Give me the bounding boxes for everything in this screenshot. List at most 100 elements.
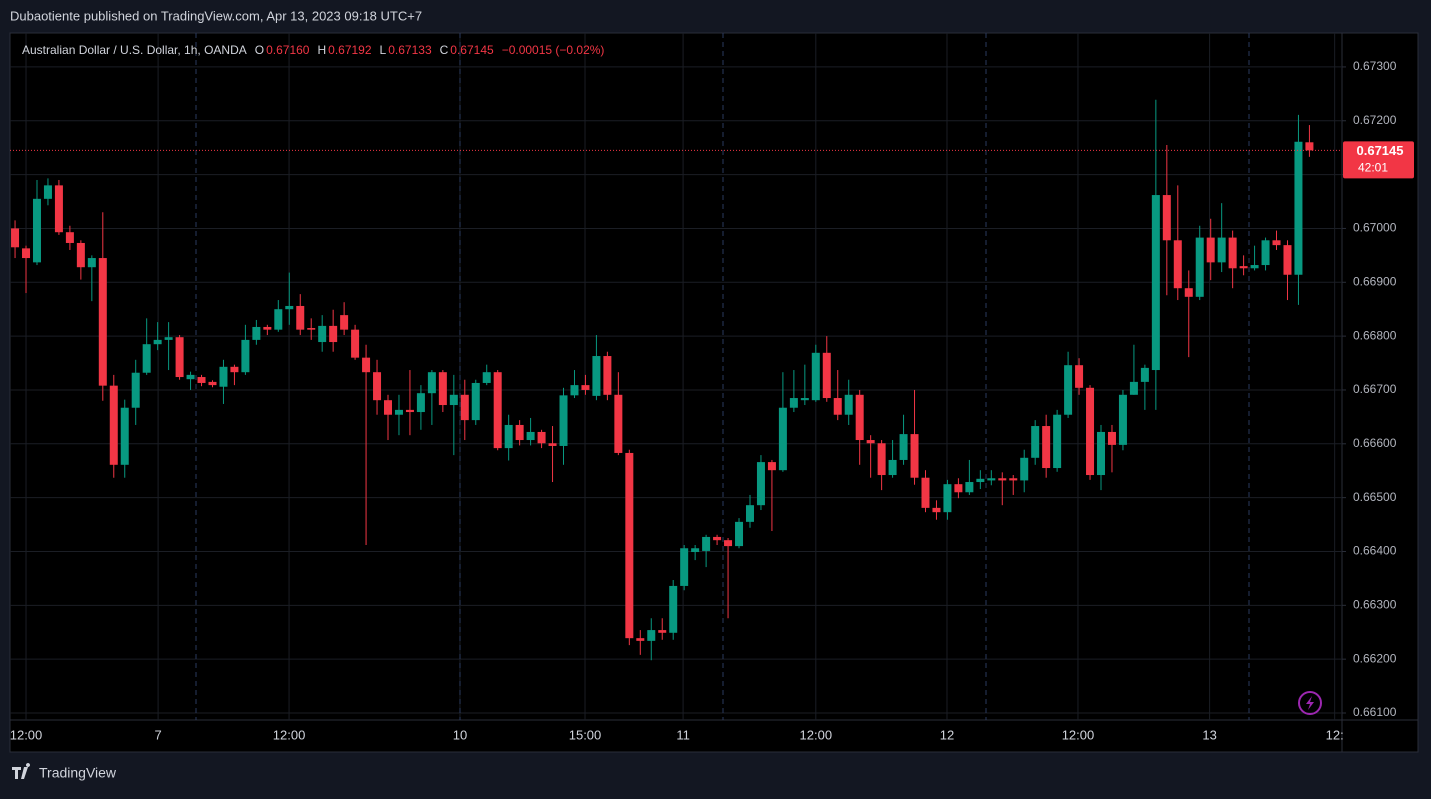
candle-body: [208, 381, 217, 386]
icon-ring: [1298, 691, 1322, 715]
candle-body: [954, 484, 963, 493]
candle-body: [1184, 288, 1193, 297]
candle-body: [877, 443, 886, 476]
candle-body: [548, 443, 557, 446]
candle-body: [855, 394, 864, 441]
x-tick-label: 13: [1202, 727, 1216, 742]
candle-body: [362, 357, 371, 373]
y-tick-label: 0.66100: [1353, 705, 1397, 719]
candle-body: [65, 232, 74, 243]
candle-body: [1086, 387, 1095, 476]
candle-body: [1239, 266, 1248, 269]
candle-body: [943, 484, 952, 513]
candle-body: [1075, 365, 1084, 388]
candle-body: [274, 309, 283, 330]
candle-body: [76, 242, 85, 268]
legend: Australian Dollar / U.S. Dollar, 1h, OAN…: [22, 43, 604, 57]
candle-body: [197, 377, 206, 383]
y-tick-label: 0.66400: [1353, 544, 1397, 558]
ohlc-value: 0.67133: [388, 43, 432, 57]
lightning-icon[interactable]: [1298, 691, 1322, 715]
candle-body: [713, 536, 722, 541]
candle-body: [373, 372, 382, 401]
candle-body: [449, 394, 458, 406]
candle-body: [921, 477, 930, 508]
candle-body: [976, 478, 985, 483]
candle-body: [131, 372, 140, 408]
candle-body: [482, 372, 491, 383]
candle-body: [1173, 240, 1182, 289]
x-tick-label: 12:00: [1062, 727, 1095, 742]
ohlc-value: 0.67145: [450, 43, 494, 57]
candle-body: [329, 325, 338, 343]
candle-body: [504, 424, 513, 449]
candle-body: [735, 521, 744, 547]
brand-logo: [12, 763, 31, 779]
brand: TradingView: [12, 763, 117, 781]
ohlc-key: C: [440, 43, 449, 57]
x-tick-label: 12:00: [273, 727, 306, 742]
axes: 0.673000.672000.671000.670000.669000.668…: [10, 59, 1414, 742]
candle-body: [1129, 381, 1138, 395]
candle-body: [702, 536, 711, 551]
ohlc-value: 0.67160: [266, 43, 310, 57]
candle-body: [537, 431, 546, 444]
candle-body: [1097, 431, 1106, 476]
candle-body: [724, 540, 733, 547]
candle-body: [153, 339, 162, 345]
candle-body: [1195, 237, 1204, 297]
candle-body: [680, 548, 689, 586]
x-tick-label: 7: [154, 727, 161, 742]
y-tick-label: 0.66200: [1353, 651, 1397, 665]
candle-body: [1009, 478, 1018, 481]
candles: [11, 99, 1314, 661]
candle-body: [636, 638, 645, 641]
candle-body: [625, 452, 634, 639]
candle-body: [778, 407, 787, 471]
candle-body: [669, 585, 678, 633]
candle-body: [691, 548, 700, 553]
candle-body: [767, 462, 776, 471]
candle-body: [427, 372, 436, 394]
candle-body: [998, 478, 1007, 481]
candle-body: [318, 325, 327, 343]
x-tick-label: 10: [453, 727, 467, 742]
candle-body: [307, 328, 316, 330]
candle-body: [647, 630, 656, 641]
ohlc-value: 0.67192: [328, 43, 372, 57]
candle-body: [899, 434, 908, 460]
candle-body: [340, 315, 349, 330]
ohlc-key: L: [380, 43, 387, 57]
y-tick-label: 0.67000: [1353, 221, 1397, 235]
x-tick-label: 12:: [1326, 727, 1344, 742]
candle-body: [1305, 142, 1314, 151]
candle-body: [1053, 414, 1062, 469]
candle-body: [1020, 457, 1029, 481]
candle-body: [559, 395, 568, 446]
candle-body: [241, 339, 250, 373]
y-tick-label: 0.66500: [1353, 490, 1397, 504]
y-tick-label: 0.66900: [1353, 274, 1397, 288]
candle-body: [351, 329, 360, 358]
candle-body: [416, 393, 425, 413]
ohlc-key: O: [255, 43, 264, 57]
candle-body: [384, 400, 393, 415]
publish-line: Dubaotiente published on TradingView.com…: [10, 8, 422, 23]
candle-body: [1272, 240, 1281, 246]
y-tick-label: 0.66800: [1353, 328, 1397, 342]
candle-body: [219, 366, 228, 387]
candle-body: [1162, 195, 1171, 241]
candle-body: [789, 398, 798, 408]
candle-body: [87, 258, 96, 268]
candle-body: [658, 630, 667, 633]
x-tick-label: 12: [940, 727, 954, 742]
x-tick-label: 12:00: [800, 727, 833, 742]
y-tick-label: 0.66600: [1353, 436, 1397, 450]
candle-body: [1250, 265, 1259, 269]
candle-body: [910, 434, 919, 478]
candle-body: [1151, 195, 1160, 371]
candle-body: [175, 337, 184, 378]
candle-body: [1228, 237, 1237, 269]
candle-body: [460, 394, 469, 421]
